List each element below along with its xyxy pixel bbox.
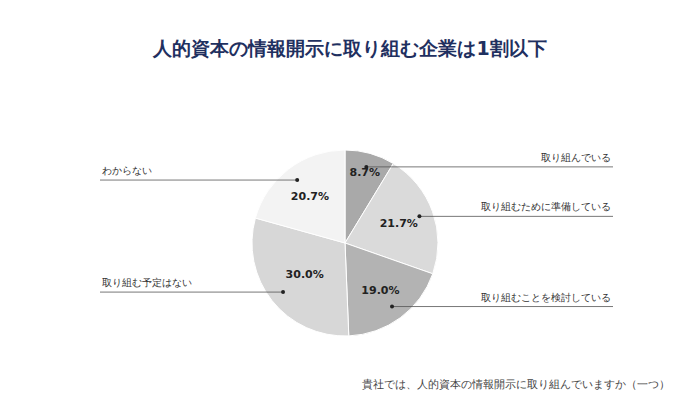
svg-text:取り組むことを検討している: 取り組むことを検討している	[481, 292, 611, 303]
svg-text:取り組んでいる: 取り組んでいる	[541, 152, 611, 163]
svg-text:貴社では、人的資本の情報開示に取り組んでいますか（一つ）: 貴社では、人的資本の情報開示に取り組んでいますか（一つ）	[362, 378, 670, 391]
svg-text:人的資本の情報開示に取り組む企業は1割以下: 人的資本の情報開示に取り組む企業は1割以下	[152, 37, 546, 59]
svg-text:取り組む予定はない: 取り組む予定はない	[102, 277, 192, 288]
svg-text:19.0%: 19.0%	[361, 284, 399, 297]
svg-text:取り組むために準備している: 取り組むために準備している	[481, 201, 611, 212]
svg-text:わからない: わからない	[102, 165, 152, 176]
svg-text:30.0%: 30.0%	[286, 268, 324, 281]
svg-text:20.7%: 20.7%	[291, 190, 329, 203]
svg-text:21.7%: 21.7%	[380, 217, 418, 230]
svg-text:8.7%: 8.7%	[349, 166, 380, 179]
